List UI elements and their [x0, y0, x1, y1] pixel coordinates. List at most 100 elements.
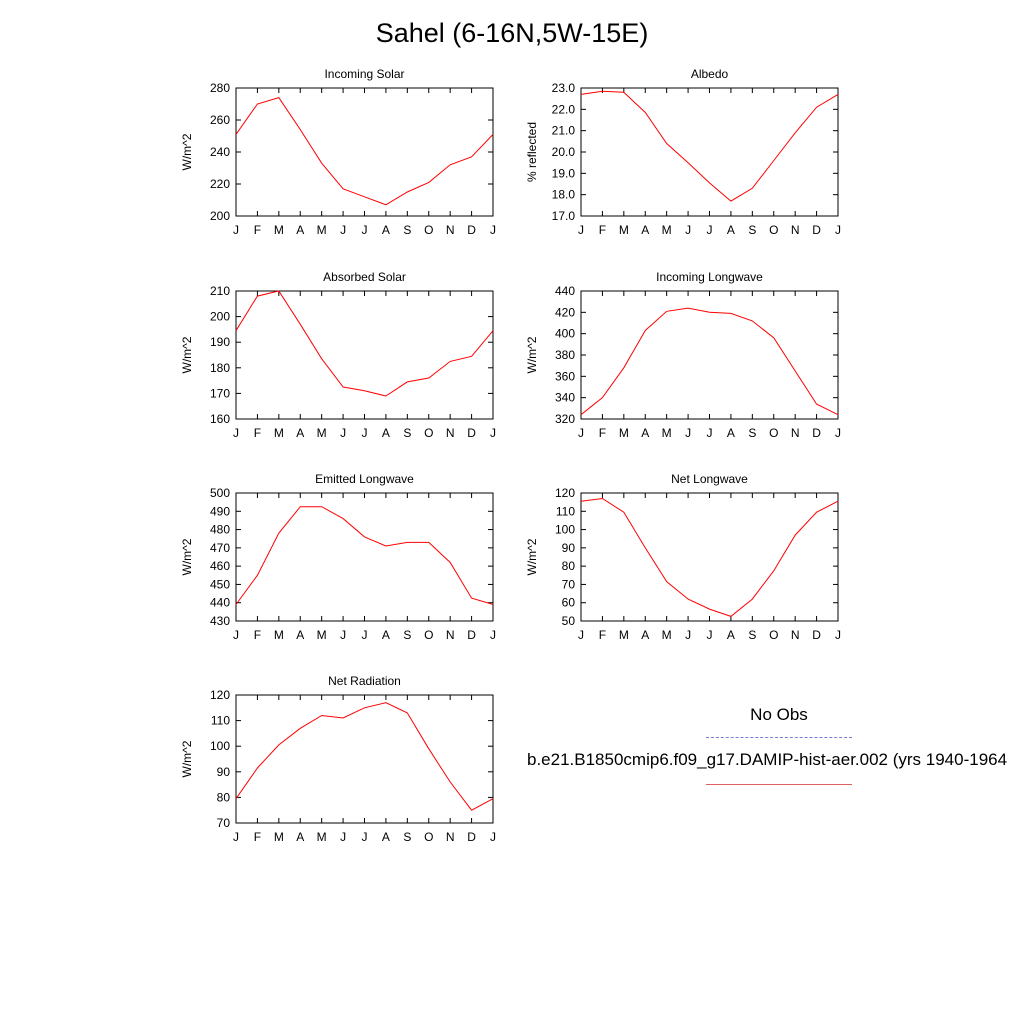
chart-title: Absorbed Solar	[323, 270, 406, 284]
y-tick-label: 80	[217, 790, 231, 804]
x-tick-label: M	[317, 830, 327, 844]
x-tick-label: N	[791, 223, 800, 237]
x-tick-label: J	[707, 223, 713, 237]
y-tick-label: 440	[210, 596, 230, 610]
series-line	[580, 497, 839, 617]
y-tick-label: 90	[562, 541, 576, 555]
x-tick-label: J	[707, 426, 713, 440]
x-tick-label: M	[662, 628, 672, 642]
y-tick-label: 20.0	[552, 145, 576, 159]
y-tick-label: 70	[217, 816, 231, 830]
x-tick-label: S	[748, 628, 756, 642]
y-tick-label: 470	[210, 541, 230, 555]
x-tick-label: J	[362, 628, 368, 642]
chart-panel-5: J F M A M J J A S O N D J430440450460470480490500Emi…	[180, 472, 496, 642]
x-tick-label: M	[317, 628, 327, 642]
y-tick-label: 200	[210, 209, 230, 223]
x-tick-label: D	[812, 426, 821, 440]
chart-panel-2: J F M A M J J A S O N D J17.018.019.020.021.022.023.…	[525, 67, 841, 237]
y-tick-label: 260	[210, 113, 230, 127]
x-tick-label: M	[274, 628, 284, 642]
x-tick-label: J	[685, 628, 691, 642]
x-tick-label: D	[812, 223, 821, 237]
y-tick-label: 50	[562, 614, 576, 628]
x-tick-label: M	[274, 223, 284, 237]
chart-title: Incoming Solar	[324, 67, 404, 81]
x-tick-label: D	[467, 223, 476, 237]
x-tick-label: A	[641, 426, 649, 440]
x-tick-label: J	[362, 426, 368, 440]
y-tick-label: 90	[217, 765, 231, 779]
y-tick-label: 340	[555, 391, 575, 405]
x-tick-label: O	[769, 223, 778, 237]
plot-frame	[580, 492, 839, 622]
x-tick-label: J	[233, 628, 239, 642]
y-tick-label: 420	[555, 305, 575, 319]
plot-frame	[235, 694, 494, 824]
y-tick-label: 160	[210, 412, 230, 426]
x-tick-label: J	[340, 628, 346, 642]
x-tick-label: J	[362, 223, 368, 237]
plot-frame	[235, 492, 494, 622]
x-tick-label: D	[467, 426, 476, 440]
chart-title: Net Radiation	[328, 674, 401, 688]
x-tick-label: D	[467, 830, 476, 844]
y-tick-label: 430	[210, 614, 230, 628]
x-tick-label: M	[619, 223, 629, 237]
x-tick-label: A	[727, 628, 735, 642]
x-tick-label: M	[274, 426, 284, 440]
y-tick-label: 18.0	[552, 188, 576, 202]
x-tick-label: F	[254, 426, 261, 440]
y-tick-label: 450	[210, 577, 230, 591]
x-tick-label: F	[599, 223, 606, 237]
y-tick-label: 180	[210, 361, 230, 375]
y-tick-label: 210	[210, 284, 230, 298]
y-tick-label: 70	[562, 577, 576, 591]
x-tick-label: A	[382, 426, 390, 440]
y-tick-label: 240	[210, 145, 230, 159]
x-tick-label: D	[812, 628, 821, 642]
y-tick-label: 22.0	[552, 102, 576, 116]
x-tick-label: A	[296, 628, 304, 642]
y-tick-label: 500	[210, 486, 230, 500]
x-tick-label: S	[403, 830, 411, 844]
x-tick-label: J	[578, 223, 584, 237]
y-tick-label: 80	[562, 559, 576, 573]
y-axis-label: % reflected	[525, 122, 539, 182]
y-tick-label: 170	[210, 386, 230, 400]
plot-frame	[235, 290, 494, 420]
x-tick-label: M	[619, 628, 629, 642]
series-line	[235, 97, 494, 206]
page-title: Sahel (6-16N,5W-15E)	[375, 18, 649, 48]
x-tick-label: A	[382, 628, 390, 642]
y-tick-label: 490	[210, 504, 230, 518]
y-tick-label: 19.0	[552, 166, 576, 180]
chart-title: Albedo	[691, 67, 729, 81]
x-tick-label: N	[446, 628, 455, 642]
series-line	[235, 290, 494, 397]
x-tick-label: D	[467, 628, 476, 642]
x-tick-label: N	[791, 628, 800, 642]
x-tick-label: F	[254, 830, 261, 844]
x-tick-label: J	[685, 426, 691, 440]
x-tick-label: M	[317, 426, 327, 440]
x-tick-label: J	[490, 830, 496, 844]
x-tick-label: N	[446, 426, 455, 440]
x-tick-label: S	[748, 426, 756, 440]
x-tick-label: J	[233, 830, 239, 844]
x-tick-label: M	[662, 223, 672, 237]
x-tick-label: J	[835, 628, 841, 642]
y-axis-label: W/m^2	[180, 538, 194, 575]
series-line	[580, 307, 839, 416]
x-tick-label: J	[340, 830, 346, 844]
x-tick-label: A	[641, 628, 649, 642]
legend-obs-line	[706, 737, 852, 738]
x-tick-label: M	[662, 426, 672, 440]
x-tick-label: F	[599, 426, 606, 440]
x-tick-label: J	[578, 426, 584, 440]
x-tick-label: A	[382, 223, 390, 237]
